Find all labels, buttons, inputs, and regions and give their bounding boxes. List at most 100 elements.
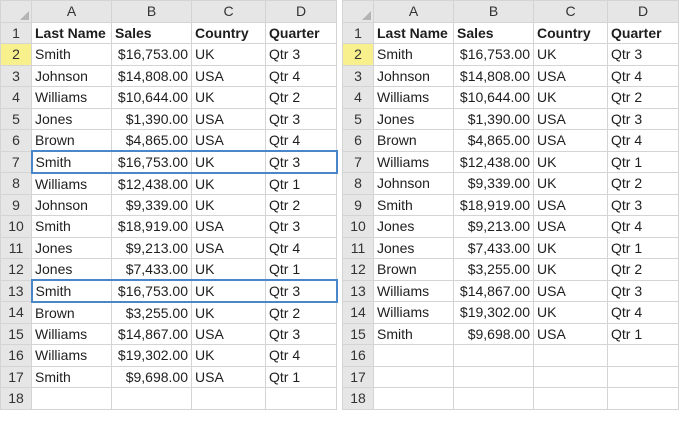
cell-d[interactable]: Qtr 3 bbox=[607, 107, 679, 130]
cell-a[interactable]: Williams bbox=[373, 150, 454, 173]
cell-d[interactable]: Qtr 4 bbox=[265, 236, 337, 259]
cell-d[interactable]: Qtr 4 bbox=[607, 64, 679, 87]
row-header[interactable]: 14 bbox=[0, 301, 32, 324]
column-header-b[interactable]: B bbox=[453, 0, 534, 23]
cell-d[interactable]: Qtr 2 bbox=[265, 301, 337, 324]
cell-c[interactable]: UK bbox=[533, 258, 608, 281]
cell-d[interactable]: Qtr 2 bbox=[265, 86, 337, 109]
cell-a[interactable]: Johnson bbox=[31, 64, 112, 87]
cell-b[interactable]: $9,213.00 bbox=[453, 215, 534, 238]
cell-a[interactable]: Brown bbox=[373, 129, 454, 152]
cell-a[interactable]: Smith bbox=[373, 43, 454, 66]
row-header[interactable]: 2 bbox=[342, 43, 374, 66]
cell-d[interactable] bbox=[607, 344, 679, 367]
row-header[interactable]: 4 bbox=[342, 86, 374, 109]
column-header-c[interactable]: C bbox=[191, 0, 266, 23]
cell-a[interactable]: Last Name bbox=[373, 21, 454, 44]
cell-b[interactable]: $18,919.00 bbox=[111, 215, 192, 238]
cell-c[interactable]: USA bbox=[533, 129, 608, 152]
cell-d[interactable]: Quarter bbox=[607, 21, 679, 44]
cell-b[interactable]: $19,302.00 bbox=[453, 301, 534, 324]
cell-b[interactable] bbox=[453, 365, 534, 388]
cell-c[interactable]: USA bbox=[533, 64, 608, 87]
select-all-corner[interactable] bbox=[342, 0, 374, 23]
row-header[interactable]: 7 bbox=[0, 150, 32, 173]
row-header[interactable]: 5 bbox=[0, 107, 32, 130]
cell-c[interactable]: USA bbox=[533, 279, 608, 302]
cell-a[interactable]: Williams bbox=[31, 86, 112, 109]
row-header[interactable]: 5 bbox=[342, 107, 374, 130]
cell-b[interactable] bbox=[453, 344, 534, 367]
cell-a[interactable]: Williams bbox=[31, 322, 112, 345]
cell-b[interactable]: $9,339.00 bbox=[453, 172, 534, 195]
cell-c[interactable]: Country bbox=[533, 21, 608, 44]
cell-c[interactable]: USA bbox=[191, 236, 266, 259]
column-header-a[interactable]: A bbox=[31, 0, 112, 23]
cell-c[interactable] bbox=[533, 387, 608, 410]
cell-a[interactable]: Williams bbox=[373, 279, 454, 302]
row-header[interactable]: 9 bbox=[342, 193, 374, 216]
cell-b[interactable]: $14,867.00 bbox=[111, 322, 192, 345]
cell-a[interactable]: Smith bbox=[31, 365, 112, 388]
row-header[interactable]: 3 bbox=[0, 64, 32, 87]
row-header[interactable]: 13 bbox=[342, 279, 374, 302]
cell-c[interactable]: USA bbox=[533, 107, 608, 130]
row-header[interactable]: 16 bbox=[0, 344, 32, 367]
cell-c[interactable]: UK bbox=[533, 236, 608, 259]
row-header[interactable]: 1 bbox=[0, 21, 32, 44]
cell-b[interactable]: $3,255.00 bbox=[453, 258, 534, 281]
cell-d[interactable]: Qtr 3 bbox=[607, 193, 679, 216]
cell-d[interactable]: Qtr 2 bbox=[607, 258, 679, 281]
row-header[interactable]: 6 bbox=[0, 129, 32, 152]
cell-b[interactable]: $14,808.00 bbox=[111, 64, 192, 87]
cell-d[interactable] bbox=[607, 387, 679, 410]
cell-a[interactable]: Smith bbox=[373, 193, 454, 216]
row-header[interactable]: 18 bbox=[342, 387, 374, 410]
row-header[interactable]: 17 bbox=[0, 365, 32, 388]
cell-a[interactable]: Smith bbox=[373, 322, 454, 345]
cell-b[interactable]: $9,339.00 bbox=[111, 193, 192, 216]
cell-a[interactable]: Jones bbox=[31, 107, 112, 130]
cell-d[interactable]: Qtr 3 bbox=[265, 279, 338, 303]
column-header-c[interactable]: C bbox=[533, 0, 608, 23]
cell-d[interactable]: Qtr 4 bbox=[607, 215, 679, 238]
cell-c[interactable]: UK bbox=[533, 86, 608, 109]
cell-a[interactable]: Smith bbox=[30, 150, 112, 174]
cell-d[interactable]: Qtr 2 bbox=[265, 193, 337, 216]
column-header-d[interactable]: D bbox=[607, 0, 679, 23]
select-all-corner[interactable] bbox=[0, 0, 32, 23]
cell-b[interactable]: $9,698.00 bbox=[111, 365, 192, 388]
row-header[interactable]: 12 bbox=[0, 258, 32, 281]
cell-b[interactable] bbox=[453, 387, 534, 410]
cell-b[interactable]: $16,753.00 bbox=[453, 43, 534, 66]
cell-c[interactable] bbox=[533, 365, 608, 388]
cell-b[interactable]: $16,753.00 bbox=[111, 150, 192, 174]
cell-d[interactable]: Qtr 2 bbox=[607, 172, 679, 195]
cell-c[interactable]: UK bbox=[191, 258, 266, 281]
cell-a[interactable]: Jones bbox=[373, 215, 454, 238]
cell-a[interactable]: Brown bbox=[31, 301, 112, 324]
row-header[interactable]: 6 bbox=[342, 129, 374, 152]
cell-c[interactable]: UK bbox=[191, 150, 266, 174]
cell-a[interactable]: Johnson bbox=[31, 193, 112, 216]
cell-c[interactable] bbox=[191, 387, 266, 410]
cell-b[interactable]: $14,808.00 bbox=[453, 64, 534, 87]
cell-d[interactable]: Qtr 3 bbox=[265, 215, 337, 238]
cell-a[interactable]: Williams bbox=[373, 86, 454, 109]
cell-c[interactable]: USA bbox=[533, 215, 608, 238]
cell-c[interactable]: UK bbox=[191, 344, 266, 367]
cell-a[interactable]: Johnson bbox=[373, 172, 454, 195]
cell-b[interactable]: $1,390.00 bbox=[111, 107, 192, 130]
cell-d[interactable]: Qtr 4 bbox=[265, 64, 337, 87]
cell-b[interactable]: $7,433.00 bbox=[453, 236, 534, 259]
row-header[interactable]: 18 bbox=[0, 387, 32, 410]
cell-b[interactable]: $12,438.00 bbox=[453, 150, 534, 173]
row-header[interactable]: 11 bbox=[342, 236, 374, 259]
row-header[interactable]: 17 bbox=[342, 365, 374, 388]
cell-c[interactable] bbox=[533, 344, 608, 367]
cell-b[interactable] bbox=[111, 387, 192, 410]
cell-a[interactable]: Smith bbox=[31, 43, 112, 66]
cell-d[interactable]: Qtr 1 bbox=[607, 236, 679, 259]
cell-d[interactable]: Qtr 1 bbox=[607, 322, 679, 345]
cell-b[interactable]: Sales bbox=[453, 21, 534, 44]
